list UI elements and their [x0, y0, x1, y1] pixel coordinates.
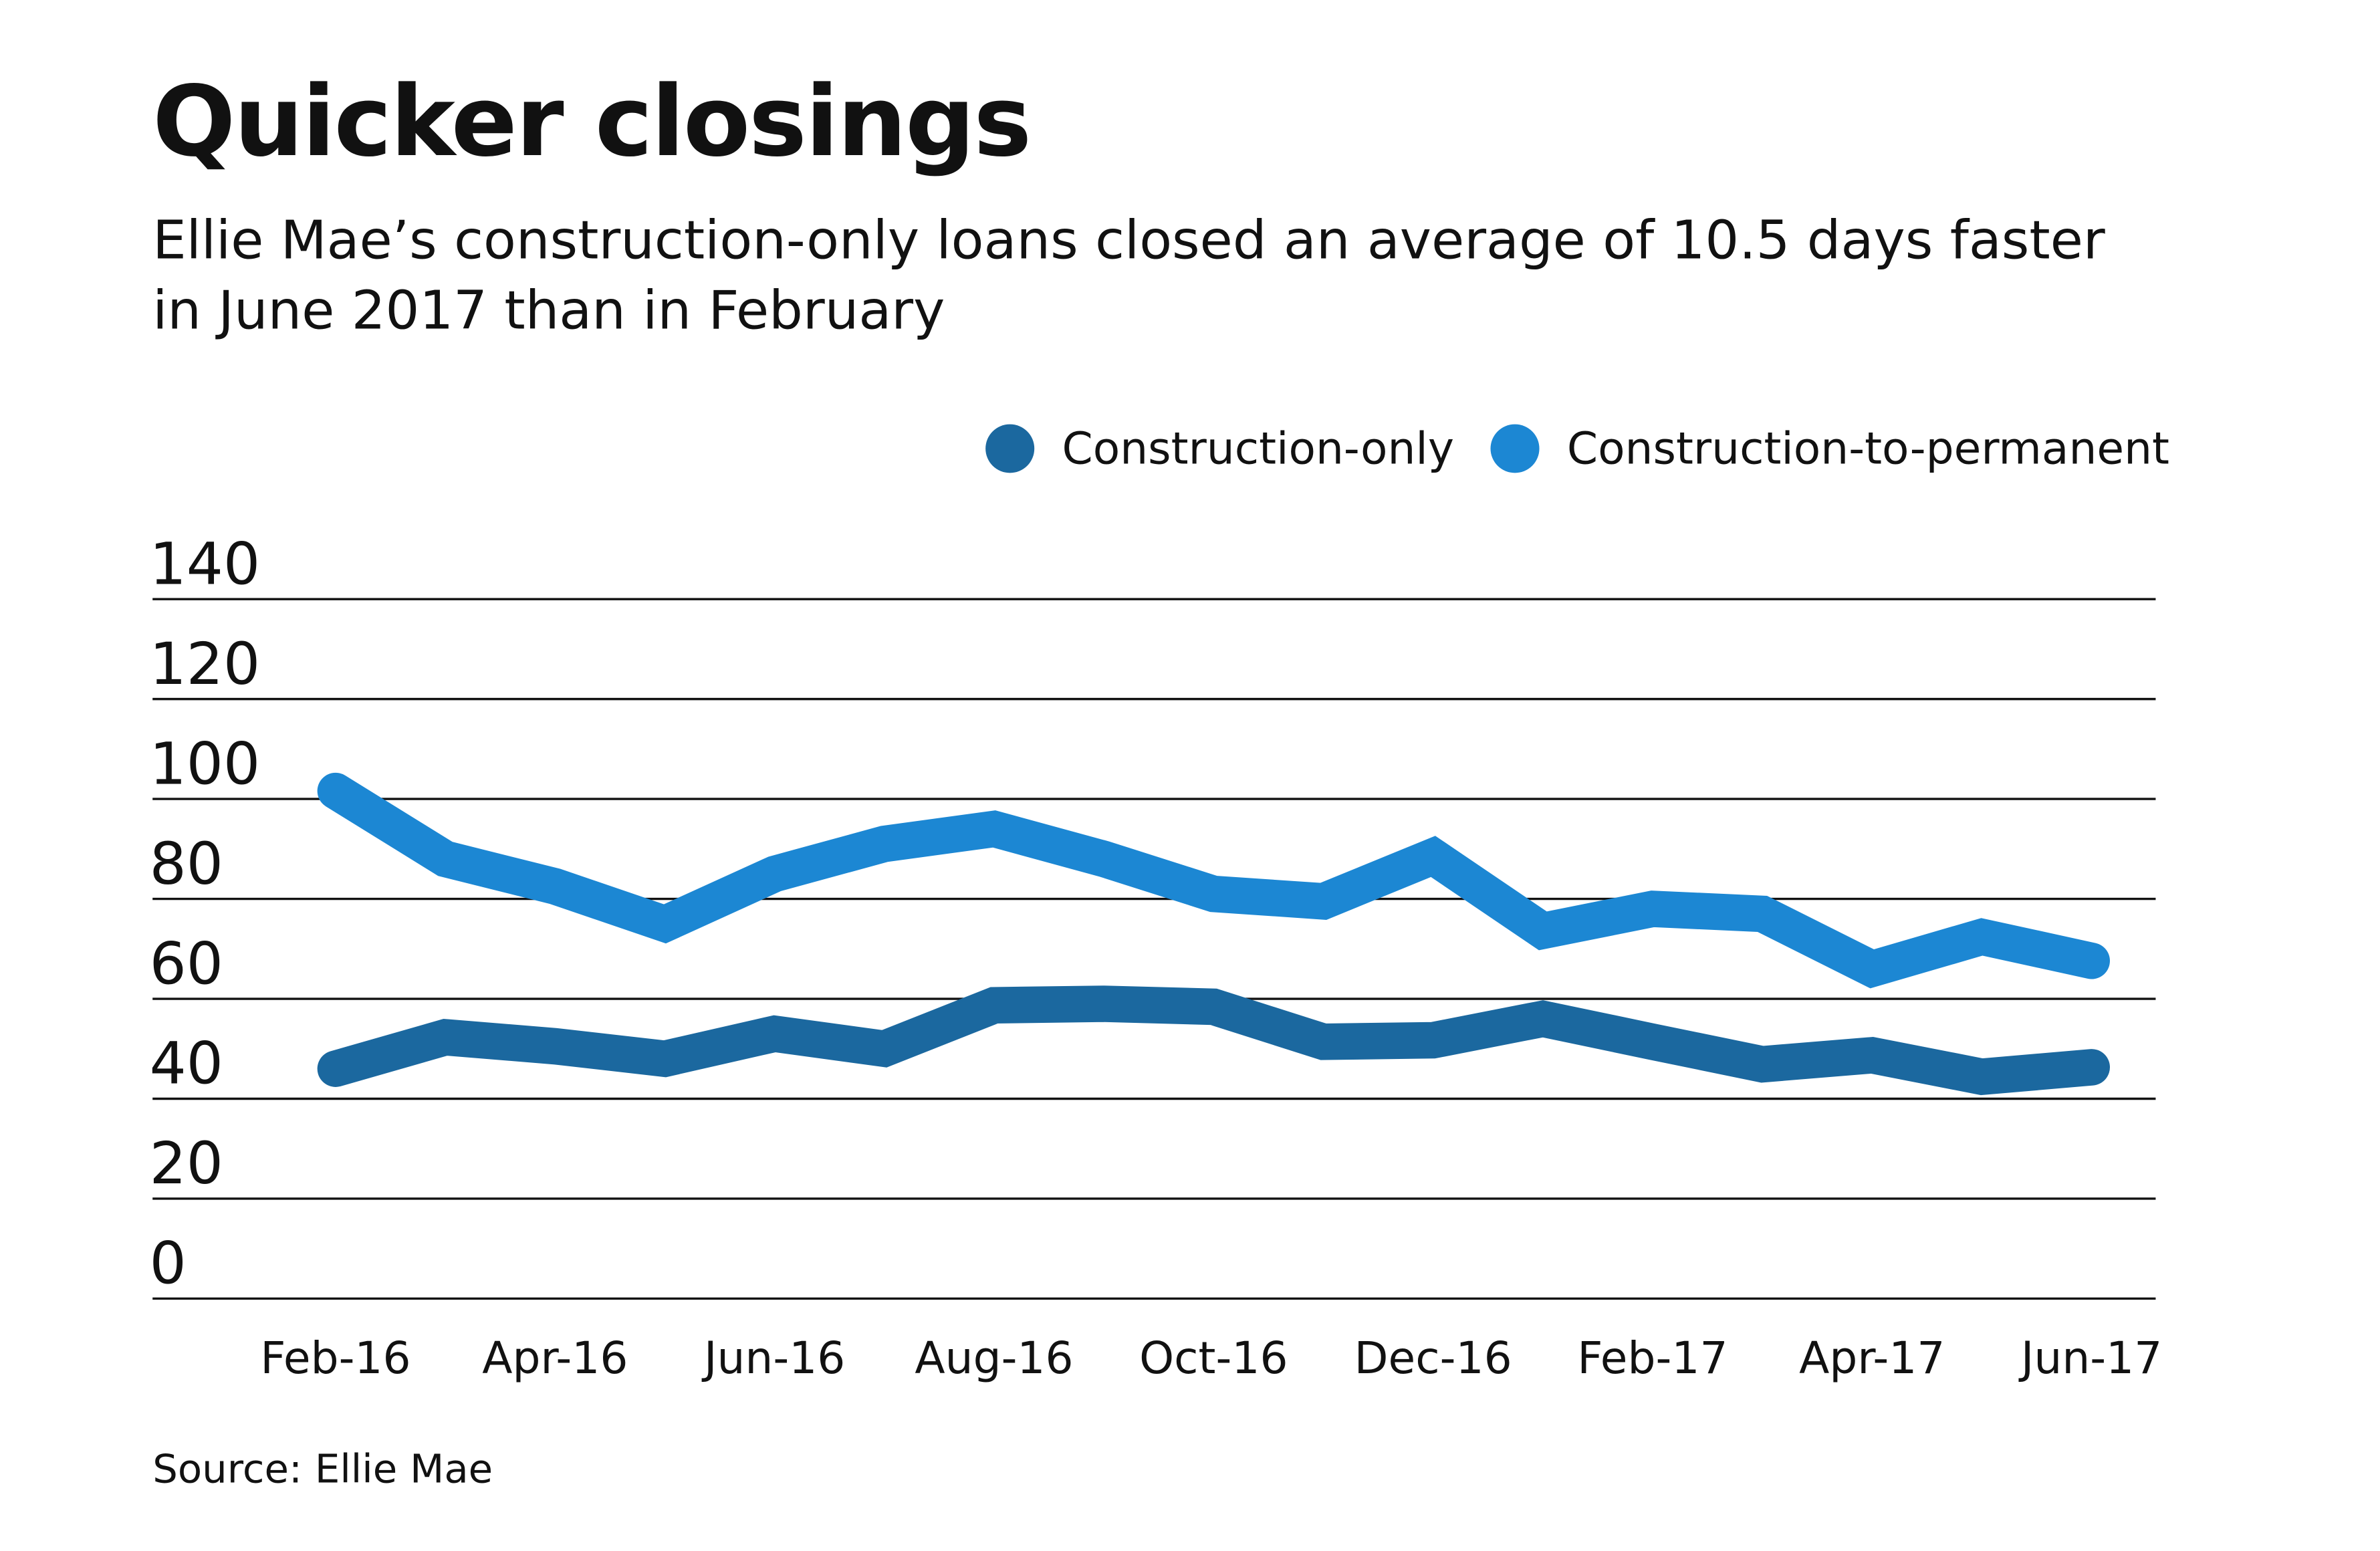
- y-tick-label: 40: [150, 1031, 223, 1098]
- x-tick-label: Dec-16: [1354, 1332, 1512, 1384]
- legend-item-construction-to-permanent: Construction-to-permanent: [1490, 423, 2170, 475]
- y-tick-label: 100: [150, 731, 261, 798]
- x-tick-label: Feb-17: [1577, 1332, 1728, 1384]
- y-tick-label: 0: [150, 1231, 187, 1298]
- legend-dot-construction-to-permanent: [1490, 424, 1540, 473]
- x-tick-label: Oct-16: [1139, 1332, 1288, 1384]
- chart-subtitle: Ellie Mae’s construction-only loans clos…: [152, 211, 2105, 342]
- x-tick-label: Apr-17: [1799, 1332, 1945, 1384]
- legend-label: Construction-to-permanent: [1566, 423, 2170, 475]
- series-line-construction-to-permanent: [317, 772, 2111, 989]
- x-tick-label: Aug-16: [915, 1332, 1073, 1384]
- legend-dot-construction-only: [985, 424, 1035, 473]
- chart-title: Quicker closings: [152, 67, 1032, 180]
- y-tick-label: 20: [150, 1130, 223, 1197]
- legend-item-construction-only: Construction-only: [985, 423, 1454, 475]
- y-tick-label: 140: [150, 531, 261, 598]
- legend-label: Construction-only: [1062, 423, 1454, 475]
- legend: Construction-only Construction-to-perman…: [949, 423, 2170, 475]
- y-tick-label: 80: [150, 831, 223, 898]
- source-note: Source: Ellie Mae: [152, 1447, 493, 1494]
- series-line-construction-only: [317, 985, 2111, 1096]
- x-tick-label: Feb-16: [260, 1332, 410, 1384]
- x-tick-label: Jun-16: [701, 1332, 845, 1384]
- x-tick-label: Jun-17: [2018, 1332, 2162, 1384]
- x-tick-label: Apr-16: [482, 1332, 628, 1384]
- y-tick-label: 120: [150, 631, 261, 698]
- y-tick-label: 60: [150, 931, 223, 997]
